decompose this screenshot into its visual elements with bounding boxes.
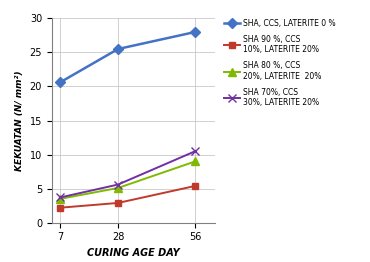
Line: SHA 80 %, CCS
20%, LATERITE  20%: SHA 80 %, CCS 20%, LATERITE 20%	[56, 157, 199, 203]
SHA, CCS, LATERITE 0 %	[116, 47, 120, 51]
SHA 70%, CCS
30%, LATERITE 20%	[58, 196, 62, 199]
SHA 80 %, CCS
20%, LATERITE  20%	[58, 197, 62, 200]
Line: SHA 90 %, CCS
10%, LATERITE 20%: SHA 90 %, CCS 10%, LATERITE 20%	[57, 182, 199, 211]
SHA 90 %, CCS
10%, LATERITE 20%	[193, 184, 198, 188]
Line: SHA 70%, CCS
30%, LATERITE 20%: SHA 70%, CCS 30%, LATERITE 20%	[56, 147, 199, 202]
Y-axis label: KEKUATAN (N/ mm²): KEKUATAN (N/ mm²)	[15, 70, 24, 171]
Legend: SHA, CCS, LATERITE 0 %, SHA 90 %, CCS
10%, LATERITE 20%, SHA 80 %, CCS
20%, LATE: SHA, CCS, LATERITE 0 %, SHA 90 %, CCS 10…	[222, 17, 338, 109]
SHA 90 %, CCS
10%, LATERITE 20%	[58, 206, 62, 209]
SHA 70%, CCS
30%, LATERITE 20%	[193, 150, 198, 153]
SHA, CCS, LATERITE 0 %	[58, 81, 62, 84]
SHA, CCS, LATERITE 0 %	[193, 30, 198, 34]
SHA 80 %, CCS
20%, LATERITE  20%	[116, 186, 120, 189]
Line: SHA, CCS, LATERITE 0 %: SHA, CCS, LATERITE 0 %	[57, 29, 199, 86]
SHA 80 %, CCS
20%, LATERITE  20%	[193, 160, 198, 163]
SHA 90 %, CCS
10%, LATERITE 20%	[116, 201, 120, 205]
X-axis label: CURING AGE DAY: CURING AGE DAY	[87, 248, 179, 258]
SHA 70%, CCS
30%, LATERITE 20%	[116, 183, 120, 186]
